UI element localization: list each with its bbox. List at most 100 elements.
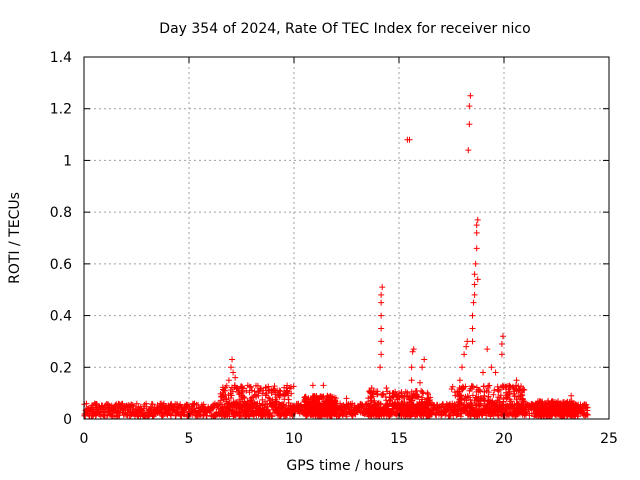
data-point [419, 364, 426, 371]
data-point [359, 402, 366, 409]
data-point [451, 389, 458, 396]
data-point [143, 403, 150, 410]
data-point [237, 383, 244, 390]
data-point [230, 400, 237, 407]
data-point [486, 400, 493, 407]
data-point [419, 389, 426, 396]
points-layer [81, 92, 591, 420]
data-point [377, 364, 384, 371]
data-point [254, 382, 261, 389]
data-point [516, 386, 523, 393]
data-point [378, 312, 385, 319]
data-point [364, 405, 371, 412]
data-point [256, 400, 263, 407]
data-point [270, 387, 276, 394]
data-point [365, 411, 372, 418]
data-point [223, 382, 230, 389]
data-point [456, 396, 463, 403]
data-point [271, 383, 278, 390]
grid-layer [84, 57, 609, 419]
data-point [378, 325, 385, 332]
data-point [508, 398, 515, 405]
x-tick-label: 20 [495, 431, 513, 447]
data-point [399, 393, 406, 400]
data-point [367, 398, 374, 405]
data-point [467, 92, 474, 99]
data-point [473, 222, 480, 229]
data-point [395, 407, 402, 414]
tick-layer [83, 56, 610, 420]
data-point [402, 388, 409, 395]
data-point [583, 404, 590, 411]
data-point [413, 388, 420, 395]
data-point [567, 398, 574, 405]
data-point [539, 398, 546, 405]
data-point [411, 405, 418, 412]
data-point [456, 377, 463, 384]
data-point [513, 396, 520, 403]
data-point [133, 400, 140, 407]
data-point [276, 387, 283, 394]
data-point [446, 401, 453, 408]
data-point [268, 403, 275, 410]
data-point [288, 390, 295, 397]
data-point [404, 401, 411, 408]
data-point [484, 346, 491, 353]
data-point [521, 409, 528, 416]
data-point [557, 400, 564, 407]
data-point [377, 401, 384, 408]
data-point [568, 392, 575, 399]
data-point [449, 409, 456, 416]
data-point [246, 398, 253, 405]
data-point [538, 407, 545, 414]
data-point [497, 405, 504, 412]
data-point [408, 377, 415, 384]
data-point [515, 402, 522, 409]
y-tick-label: 0.2 [50, 360, 72, 376]
data-point [308, 405, 315, 412]
data-point [396, 390, 402, 397]
data-point [368, 397, 375, 404]
data-point [280, 401, 287, 408]
data-point [374, 407, 381, 414]
data-point [280, 411, 287, 418]
data-point [472, 260, 479, 267]
data-point [242, 413, 249, 420]
data-point [351, 402, 358, 409]
data-point [393, 402, 400, 409]
data-point [238, 390, 245, 397]
x-axis-label: GPS time / hours [286, 458, 403, 474]
data-point [386, 390, 393, 397]
data-point [488, 364, 495, 371]
data-point [283, 388, 290, 395]
y-tick-label: 0.8 [50, 205, 72, 221]
data-point [383, 384, 390, 391]
data-point [378, 299, 385, 306]
data-point [481, 397, 488, 404]
data-point [449, 383, 456, 390]
data-point [417, 379, 423, 386]
data-point [496, 399, 503, 406]
data-point [483, 407, 490, 414]
data-point [225, 377, 232, 384]
data-point [269, 396, 276, 403]
data-point [302, 412, 309, 419]
data-point [241, 399, 248, 406]
data-point [309, 393, 316, 400]
data-point [457, 410, 464, 417]
data-point [231, 412, 238, 419]
data-point [406, 393, 413, 400]
data-point [460, 407, 467, 414]
data-point [555, 411, 562, 418]
data-point [425, 395, 432, 402]
data-point [459, 386, 466, 393]
data-point [378, 338, 385, 345]
data-point [227, 390, 234, 397]
data-point [548, 411, 555, 418]
x-tick-label: 5 [185, 431, 194, 447]
data-point [487, 396, 494, 403]
data-point [485, 393, 492, 400]
y-tick-label: 0.6 [50, 257, 72, 273]
plot-frame [83, 56, 610, 420]
data-point [410, 346, 417, 353]
